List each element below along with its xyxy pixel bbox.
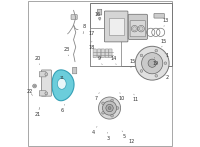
FancyBboxPatch shape xyxy=(109,18,124,35)
Circle shape xyxy=(155,49,158,52)
FancyBboxPatch shape xyxy=(128,14,147,39)
FancyBboxPatch shape xyxy=(154,14,164,18)
Text: 12: 12 xyxy=(128,139,135,144)
Text: 15: 15 xyxy=(161,39,167,47)
FancyBboxPatch shape xyxy=(130,21,146,37)
Text: 8: 8 xyxy=(83,24,86,34)
Text: 21: 21 xyxy=(34,107,41,117)
FancyBboxPatch shape xyxy=(71,15,77,19)
Circle shape xyxy=(138,25,144,32)
Circle shape xyxy=(33,84,36,88)
Circle shape xyxy=(108,107,111,110)
Circle shape xyxy=(142,53,163,74)
Circle shape xyxy=(111,99,113,102)
Circle shape xyxy=(139,27,143,31)
Circle shape xyxy=(133,27,136,31)
Text: 9: 9 xyxy=(98,56,102,65)
Circle shape xyxy=(99,97,121,119)
FancyBboxPatch shape xyxy=(39,72,46,77)
Text: 1: 1 xyxy=(165,53,168,58)
Text: 18: 18 xyxy=(88,41,94,50)
Text: 22: 22 xyxy=(27,89,33,96)
Text: 10: 10 xyxy=(118,93,124,101)
FancyBboxPatch shape xyxy=(41,70,51,96)
Circle shape xyxy=(148,59,156,67)
Circle shape xyxy=(155,75,158,77)
Circle shape xyxy=(135,46,169,80)
Circle shape xyxy=(45,73,48,76)
FancyBboxPatch shape xyxy=(109,49,112,58)
Circle shape xyxy=(164,62,167,65)
Text: 5: 5 xyxy=(122,131,126,139)
Text: 6: 6 xyxy=(61,104,65,113)
Text: 7: 7 xyxy=(95,93,99,101)
Circle shape xyxy=(99,17,101,20)
Text: 17: 17 xyxy=(88,31,94,36)
Text: 4: 4 xyxy=(92,126,97,135)
Text: 11: 11 xyxy=(133,94,139,102)
Circle shape xyxy=(106,104,113,112)
Text: 23: 23 xyxy=(64,47,70,56)
Ellipse shape xyxy=(57,78,66,89)
FancyBboxPatch shape xyxy=(98,9,102,15)
Circle shape xyxy=(102,101,117,115)
Text: 11: 11 xyxy=(59,76,64,80)
Text: 16: 16 xyxy=(95,12,101,21)
Text: 19: 19 xyxy=(152,57,158,66)
FancyBboxPatch shape xyxy=(93,49,96,58)
FancyBboxPatch shape xyxy=(28,1,172,146)
Circle shape xyxy=(131,25,138,32)
Circle shape xyxy=(116,107,119,109)
Circle shape xyxy=(34,85,35,87)
Text: 2: 2 xyxy=(165,75,168,80)
Circle shape xyxy=(111,114,113,117)
Text: 3: 3 xyxy=(107,132,110,141)
FancyBboxPatch shape xyxy=(73,67,77,74)
Polygon shape xyxy=(52,70,74,101)
FancyBboxPatch shape xyxy=(101,49,104,58)
FancyBboxPatch shape xyxy=(104,11,128,42)
FancyBboxPatch shape xyxy=(105,49,109,58)
Circle shape xyxy=(102,111,104,114)
FancyBboxPatch shape xyxy=(90,28,121,66)
Circle shape xyxy=(140,54,143,57)
Circle shape xyxy=(45,92,48,95)
FancyBboxPatch shape xyxy=(90,3,172,66)
Circle shape xyxy=(140,70,143,72)
Text: 20: 20 xyxy=(34,56,41,65)
Circle shape xyxy=(102,102,104,105)
FancyBboxPatch shape xyxy=(98,49,101,58)
Text: 14: 14 xyxy=(111,56,117,65)
Text: 15: 15 xyxy=(130,59,136,68)
Text: 13: 13 xyxy=(162,18,169,26)
FancyBboxPatch shape xyxy=(39,91,46,96)
